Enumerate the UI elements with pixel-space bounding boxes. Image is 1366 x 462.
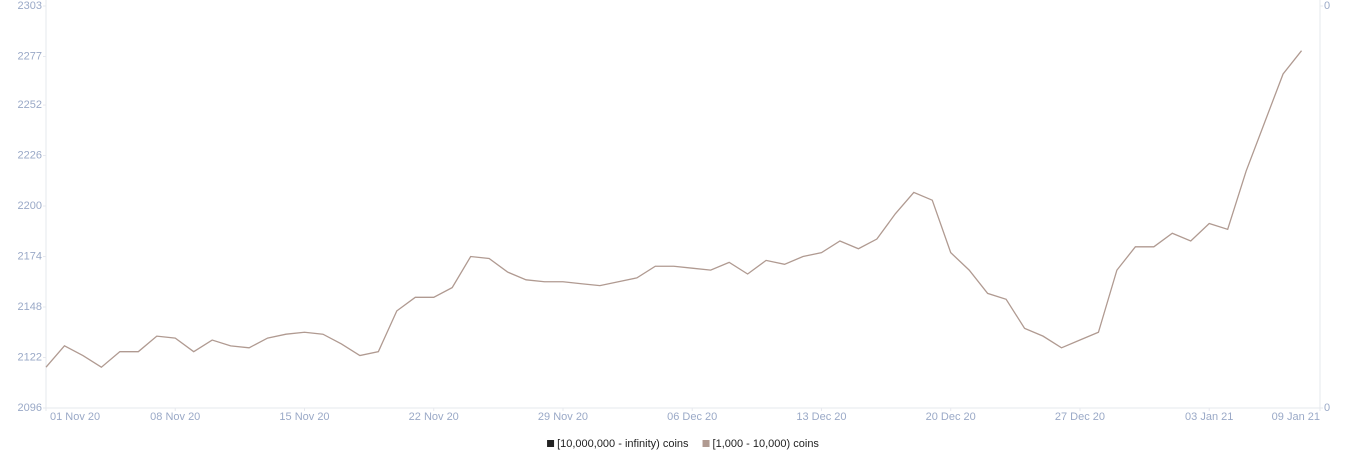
x-tick-label: 01 Nov 20 <box>50 411 100 423</box>
y-tick-label: 2122 <box>18 351 42 363</box>
y-tick-label: 2096 <box>18 402 42 414</box>
x-tick-label: 09 Jan 21 <box>1272 411 1320 423</box>
x-tick-label: 15 Nov 20 <box>279 411 329 423</box>
y-tick-label: 2226 <box>18 149 42 161</box>
y-tick-label: 2148 <box>18 301 42 313</box>
x-tick-label: 08 Nov 20 <box>150 411 200 423</box>
series-line <box>45 50 1303 369</box>
y-tick-label: 2303 <box>18 0 42 12</box>
legend-label: [10,000,000 - infinity) coins <box>557 438 689 450</box>
x-tick-label: 20 Dec 20 <box>926 411 976 423</box>
y-tick-label: 2200 <box>18 200 42 212</box>
x-tick-label: 29 Nov 20 <box>538 411 588 423</box>
x-tick-label: 27 Dec 20 <box>1055 411 1105 423</box>
x-tick-label: 22 Nov 20 <box>409 411 459 423</box>
x-tick-label: 03 Jan 21 <box>1185 411 1233 423</box>
legend-label: [1,000 - 10,000) coins <box>713 438 820 450</box>
y2-tick-label: 0 <box>1324 0 1330 12</box>
y-tick-label: 2174 <box>18 250 42 262</box>
legend-swatch <box>702 440 710 447</box>
y2-tick-label: 0 <box>1324 402 1330 414</box>
y-tick-label: 2252 <box>18 99 42 111</box>
legend-swatch <box>547 440 555 447</box>
x-tick-label: 06 Dec 20 <box>667 411 717 423</box>
y-tick-label: 2277 <box>18 50 42 62</box>
x-tick-label: 13 Dec 20 <box>796 411 846 423</box>
